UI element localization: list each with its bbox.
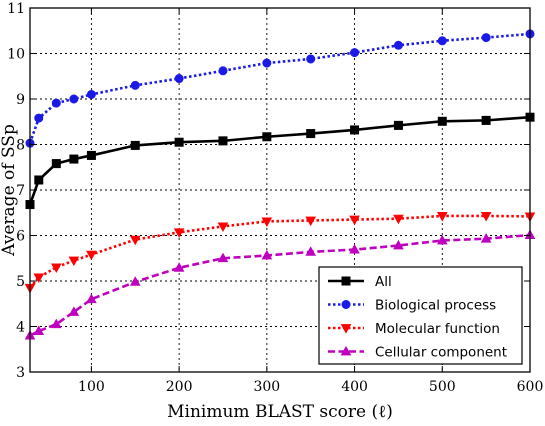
data-point [33, 325, 45, 335]
data-point [69, 154, 79, 164]
data-point [86, 89, 96, 99]
data-point [86, 250, 97, 261]
legend-item: All [328, 274, 392, 290]
legend-item: Molecular function [328, 321, 500, 337]
x-tick-label: 100 [78, 379, 105, 395]
data-point [350, 48, 360, 58]
data-point [218, 136, 228, 146]
data-point [34, 113, 44, 123]
y-tick-label: 11 [7, 1, 25, 17]
legend-marker [341, 276, 351, 286]
data-point [262, 58, 272, 68]
x-tick-label: 500 [429, 379, 456, 395]
series-line [29, 233, 531, 337]
data-point [68, 256, 80, 267]
data-point [51, 263, 62, 273]
series-cellular-component [24, 229, 536, 340]
data-point [51, 159, 61, 169]
data-point [130, 80, 140, 90]
data-point [34, 175, 44, 185]
data-point [437, 116, 447, 126]
data-point [129, 235, 141, 246]
data-point [261, 249, 273, 260]
data-point [480, 233, 492, 243]
data-point [174, 137, 184, 147]
data-point [393, 40, 403, 50]
y-tick-label: 5 [16, 274, 25, 290]
data-point [217, 252, 229, 263]
legend-item: Cellular component [328, 345, 507, 361]
y-tick-label: 7 [16, 183, 25, 199]
data-point [393, 214, 404, 225]
series-biological-process [25, 29, 535, 148]
series-line [28, 115, 531, 205]
data-point [436, 234, 448, 245]
data-point [129, 276, 141, 286]
y-tick-label: 3 [16, 365, 25, 381]
data-point [69, 94, 79, 104]
legend-marker [340, 345, 352, 356]
y-tick-label: 10 [7, 47, 25, 63]
data-point [174, 74, 184, 84]
data-point [350, 125, 360, 135]
series-line [28, 32, 531, 144]
data-point [393, 239, 404, 250]
data-point [436, 212, 448, 222]
data-point [218, 66, 228, 76]
data-point [306, 129, 316, 139]
data-point [480, 212, 492, 222]
x-tick-label: 400 [341, 379, 368, 395]
data-point [305, 246, 317, 256]
data-point [173, 228, 185, 238]
data-point [33, 273, 45, 283]
data-point [349, 215, 360, 226]
data-point [437, 36, 447, 46]
data-point [68, 306, 80, 316]
data-point [51, 98, 61, 108]
data-point [86, 150, 96, 160]
data-point [261, 217, 273, 228]
x-tick-label: 300 [253, 379, 280, 395]
x-axis-label: Minimum BLAST score (ℓ) [167, 402, 393, 422]
legend-label: Biological process [375, 298, 496, 314]
data-point [217, 222, 229, 233]
legend-marker [341, 299, 351, 309]
data-point [51, 318, 62, 329]
y-tick-label: 8 [16, 138, 25, 154]
data-point [130, 140, 140, 150]
series-group [24, 29, 536, 340]
legend-label: Molecular function [375, 321, 500, 337]
legend-label: All [375, 274, 392, 290]
y-tick-label: 6 [16, 229, 25, 245]
y-axis-label: Average of SSp [0, 124, 19, 257]
data-point [306, 54, 316, 64]
legend: All Biological process Molecular function C… [318, 266, 523, 365]
data-point [393, 120, 403, 130]
data-point [262, 132, 272, 142]
legend-box [318, 266, 523, 365]
data-point [481, 115, 491, 125]
x-tick-label: 600 [517, 379, 544, 395]
series-all [25, 112, 535, 210]
data-point [481, 33, 491, 43]
y-tick-label: 4 [16, 320, 25, 336]
legend-label: Cellular component [375, 345, 507, 361]
data-point [86, 293, 97, 304]
legend-marker [340, 324, 352, 334]
axis-ticks: 100 200 300 400 500 600 3 4 5 6 7 8 9 10 11 [7, 1, 543, 395]
data-point [349, 243, 360, 254]
y-tick-label: 9 [16, 92, 25, 108]
x-tick-label: 200 [166, 379, 193, 395]
legend-item: Biological process [328, 298, 496, 314]
data-point [305, 216, 317, 227]
data-point [173, 262, 185, 272]
